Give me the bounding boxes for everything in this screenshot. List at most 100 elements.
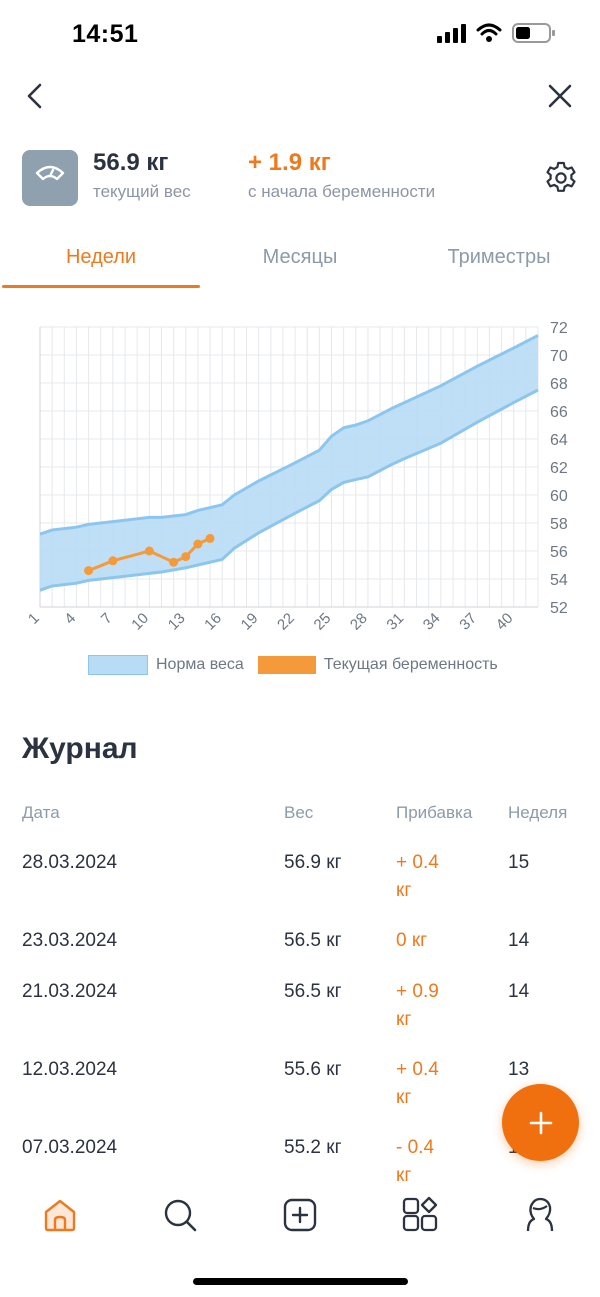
row-gain-unit: кг xyxy=(396,1087,412,1108)
battery-icon xyxy=(512,23,555,43)
home-indicator xyxy=(193,1278,408,1285)
legend-label-norm: Норма веса xyxy=(156,656,244,673)
x-tick-label: 7 xyxy=(98,610,116,628)
current-weight-point xyxy=(84,566,94,576)
y-tick-label: 60 xyxy=(550,488,568,505)
back-chevron-icon[interactable] xyxy=(20,80,52,112)
row-week[interactable]: 14 xyxy=(508,930,530,951)
search-icon[interactable] xyxy=(160,1195,200,1235)
y-tick-label: 66 xyxy=(550,404,568,421)
journal-list: 28.03.2024 56.9 кг + 0.4 кг 15 23.03.2024… xyxy=(0,840,600,1185)
row-gain[interactable]: + 0.4 кг xyxy=(396,1056,456,1112)
close-icon[interactable] xyxy=(544,80,576,112)
x-tick-label: 31 xyxy=(383,610,407,634)
status-time: 14:51 xyxy=(72,20,139,48)
plus-icon xyxy=(529,1111,552,1134)
y-tick-label: 68 xyxy=(550,376,568,393)
row-weight[interactable]: 56.9 кг xyxy=(284,852,342,873)
journal-title: Журнал xyxy=(22,732,138,765)
x-tick-label: 1 xyxy=(25,610,43,628)
y-tick-label: 54 xyxy=(550,572,568,589)
home-icon[interactable] xyxy=(40,1195,80,1235)
weight-chart-svg: 52 54 56 58 60 62 64 66 68 70 72 1 4 7 10 13 16 19 22 25 28 3… xyxy=(25,320,568,634)
row-gain[interactable]: + 0.4 кг xyxy=(396,849,456,905)
add-square-icon[interactable] xyxy=(280,1195,320,1235)
chart-legend: Норма веса Текущая беременность xyxy=(88,655,498,675)
legend-swatch-norm xyxy=(88,655,148,675)
profile-icon[interactable] xyxy=(520,1195,560,1235)
y-tick-label: 58 xyxy=(550,516,568,533)
y-tick-label: 56 xyxy=(550,544,568,561)
row-gain-value: - 0.4 xyxy=(396,1137,435,1158)
column-header-week: Неделя xyxy=(508,803,568,822)
current-weight-point xyxy=(108,556,118,566)
norm-band-upper-line xyxy=(39,334,539,536)
row-date[interactable]: 28.03.2024 xyxy=(22,852,118,873)
row-gain-unit: кг xyxy=(396,1165,412,1185)
row-gain-value: + 0.9 xyxy=(396,981,439,1002)
row-date[interactable]: 23.03.2024 xyxy=(22,930,118,951)
norm-band-lower-line xyxy=(39,388,539,592)
x-tick-label: 40 xyxy=(493,610,517,634)
row-date[interactable]: 07.03.2024 xyxy=(22,1137,118,1158)
apps-icon[interactable] xyxy=(400,1195,440,1235)
row-gain-unit: кг xyxy=(396,1009,412,1030)
status-icons xyxy=(437,22,556,44)
total-gain-value: + 1.9 кг xyxy=(248,149,331,176)
tab-trimesters[interactable]: Триместры xyxy=(447,246,551,268)
weight-chart: 52 54 56 58 60 62 64 66 68 70 72 1 4 7 10 13 16 19 22 25 28 3… xyxy=(0,310,600,690)
x-tick-label: 10 xyxy=(128,610,152,634)
y-tick-label: 52 xyxy=(550,600,568,617)
wifi-icon xyxy=(476,23,502,42)
current-weight-point xyxy=(205,533,215,543)
column-header-gain: Прибавка xyxy=(396,803,473,822)
current-weight-point xyxy=(144,546,154,556)
row-date[interactable]: 21.03.2024 xyxy=(22,981,118,1002)
x-tick-label: 37 xyxy=(456,610,480,634)
row-weight[interactable]: 55.2 кг xyxy=(284,1137,342,1158)
y-tick-label: 72 xyxy=(550,320,568,337)
row-weight[interactable]: 56.5 кг xyxy=(284,981,342,1002)
row-gain[interactable]: + 0.9 кг xyxy=(396,978,456,1034)
row-gain-unit: кг xyxy=(396,880,412,901)
row-gain-value: 0 кг xyxy=(396,930,428,951)
x-tick-label: 4 xyxy=(61,610,79,628)
row-week[interactable]: 14 xyxy=(508,981,530,1002)
current-weight-point xyxy=(193,539,203,549)
x-tick-label: 22 xyxy=(274,610,298,634)
row-gain[interactable]: 0 кг xyxy=(396,927,456,955)
y-tick-label: 70 xyxy=(550,348,568,365)
x-tick-label: 16 xyxy=(201,610,225,634)
row-gain-value: + 0.4 xyxy=(396,852,439,873)
row-gain[interactable]: - 0.4 кг xyxy=(396,1134,456,1185)
total-gain-label: с начала беременности xyxy=(248,182,436,201)
add-entry-button[interactable] xyxy=(502,1084,579,1161)
cellular-signal-icon xyxy=(437,23,466,43)
row-date[interactable]: 12.03.2024 xyxy=(22,1059,118,1080)
gear-icon[interactable] xyxy=(543,160,579,196)
x-tick-label: 28 xyxy=(347,610,371,634)
x-tick-label: 34 xyxy=(420,610,444,634)
y-tick-label: 64 xyxy=(550,432,568,449)
current-weight-point xyxy=(181,552,191,562)
scale-icon xyxy=(22,150,78,206)
current-weight-point xyxy=(169,557,179,567)
row-week[interactable]: 13 xyxy=(508,1059,530,1080)
tab-weeks[interactable]: Недели xyxy=(65,246,137,268)
row-weight[interactable]: 56.5 кг xyxy=(284,930,342,951)
legend-swatch-current xyxy=(257,656,316,674)
y-tick-label: 62 xyxy=(550,460,568,477)
current-weight-value: 56.9 кг xyxy=(93,149,169,176)
column-header-date: Дата xyxy=(22,803,60,822)
current-weight-label: текущий вес xyxy=(93,182,191,201)
active-tab-indicator xyxy=(2,285,200,288)
legend-label-current: Текущая беременность xyxy=(323,656,498,673)
row-week[interactable]: 15 xyxy=(508,852,530,873)
row-weight[interactable]: 55.6 кг xyxy=(284,1059,342,1080)
period-tabs: Недели Месяцы Триместры xyxy=(0,236,600,290)
x-tick-label: 25 xyxy=(311,610,335,634)
row-gain-value: + 0.4 xyxy=(396,1059,439,1080)
x-tick-label: 13 xyxy=(165,610,189,634)
tab-months[interactable]: Месяцы xyxy=(262,246,338,268)
